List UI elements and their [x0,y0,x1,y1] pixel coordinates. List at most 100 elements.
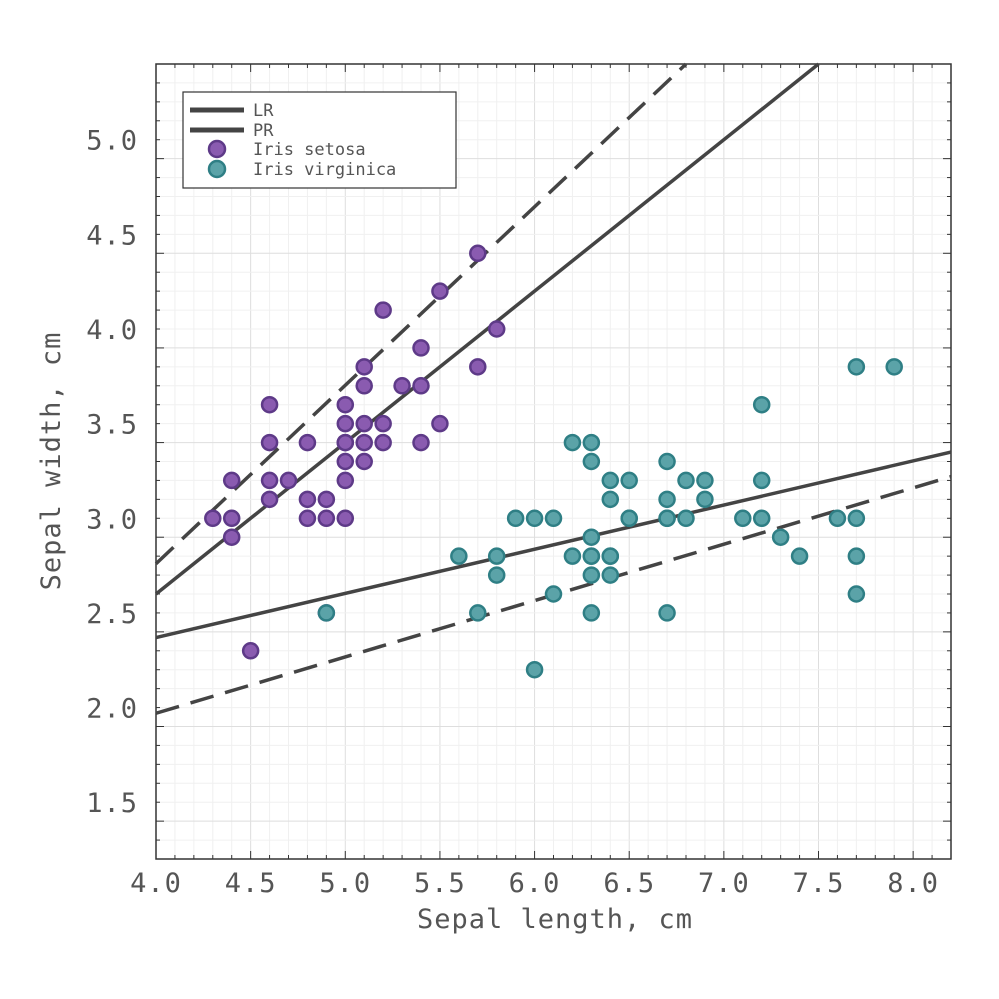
point-iris-setosa [374,433,392,452]
legend-pr-label: PR [253,121,274,141]
legend-setosa-label: Iris setosa [253,140,366,160]
point-iris-virginica [582,604,601,622]
point-iris-setosa [222,509,241,528]
x-tick-label: 8.0 [887,868,939,899]
point-iris-virginica [771,528,790,546]
point-iris-virginica [677,471,695,490]
point-iris-virginica [677,509,695,528]
axis-ticks [155,63,952,860]
legend-virginica-label: Iris virginica [253,160,396,180]
point-iris-virginica [582,433,601,452]
point-iris-virginica [658,604,676,622]
point-iris-virginica [658,509,676,528]
point-iris-setosa [355,358,373,376]
y-tick-label: 2.0 [86,694,138,725]
point-iris-setosa [336,433,355,452]
point-iris-setosa [469,358,487,376]
point-iris-setosa [374,414,392,433]
point-iris-virginica [601,490,620,509]
point-iris-virginica [450,547,468,565]
point-iris-setosa [260,490,279,509]
x-tick-label: 6.0 [509,868,561,899]
point-iris-virginica [563,547,582,565]
axis-tick-labels: 4.0 4.5 5.0 5.5 6.0 6.5 7.0 7.5 8.0 1.5 2.0 2.5 3.0 3… [86,126,939,899]
point-iris-setosa [412,433,430,452]
point-iris-virginica [847,358,866,376]
x-tick-label: 5.0 [319,868,371,899]
point-iris-setosa [260,433,279,452]
point-iris-setosa [222,528,241,546]
x-tick-label: 7.5 [793,868,845,899]
point-iris-virginica [487,566,506,584]
point-iris-setosa [355,414,373,433]
x-tick-label: 4.0 [130,868,182,899]
point-iris-virginica [790,547,809,565]
point-iris-virginica [734,509,752,528]
point-iris-virginica [847,585,866,603]
point-iris-setosa [298,509,317,528]
point-iris-setosa [412,339,430,357]
point-iris-virginica [752,395,771,414]
point-iris-virginica [487,547,506,565]
point-iris-virginica [752,509,771,528]
point-iris-setosa [317,490,336,509]
point-iris-virginica [620,471,638,490]
point-iris-virginica [582,528,601,546]
point-iris-virginica [696,490,714,509]
point-iris-setosa [374,301,392,319]
legend-virginica-marker [207,159,227,179]
y-tick-label: 3.0 [86,504,138,535]
x-tick-label: 5.5 [414,868,466,899]
point-iris-setosa [336,509,355,528]
point-iris-virginica [544,509,563,528]
point-iris-virginica [525,660,544,679]
y-tick-label: 2.5 [86,599,138,630]
point-iris-setosa [431,282,449,300]
point-iris-setosa [279,471,298,490]
data-points [204,244,903,679]
point-iris-setosa [336,414,355,433]
x-tick-label: 7.0 [698,868,750,899]
grid [155,63,952,860]
legend-lr-label: LR [253,101,274,121]
point-iris-virginica [885,358,903,376]
point-iris-setosa [393,377,411,395]
pr-line-iris-setosa [154,62,688,565]
point-iris-virginica [601,566,620,584]
point-iris-setosa [412,377,430,395]
x-tick-label: 4.5 [225,868,277,899]
y-tick-label: 1.5 [86,788,138,819]
y-tick-label: 5.0 [86,126,138,157]
x-axis-title: Sepal length, cm [417,904,693,935]
point-iris-setosa [355,433,373,452]
point-iris-virginica [658,490,676,509]
point-iris-setosa [431,414,449,433]
point-iris-virginica [601,471,620,490]
point-iris-virginica [582,566,601,584]
point-iris-virginica [582,547,601,565]
x-tick-label: 6.5 [603,868,655,899]
point-iris-virginica [601,547,620,565]
point-iris-setosa [469,244,487,263]
point-iris-virginica [469,604,487,622]
point-iris-setosa [260,395,279,414]
point-iris-setosa [298,433,317,452]
point-iris-virginica [658,452,676,471]
point-iris-virginica [620,509,638,528]
point-iris-virginica [847,509,866,528]
lr-line-iris-virginica [155,450,952,640]
point-iris-setosa [298,490,317,509]
point-iris-setosa [204,509,222,528]
point-iris-setosa [336,452,355,471]
point-iris-virginica [847,547,866,565]
point-iris-setosa [317,509,336,528]
y-tick-label: 4.5 [86,220,138,251]
point-iris-setosa [355,452,373,471]
point-iris-virginica [544,585,563,603]
point-iris-virginica [563,433,582,452]
legend: LR PR Iris setosa Iris virginica [182,91,457,189]
point-iris-setosa [487,320,506,338]
point-iris-setosa [336,471,355,490]
point-iris-setosa [222,471,241,490]
point-iris-virginica [506,509,525,528]
